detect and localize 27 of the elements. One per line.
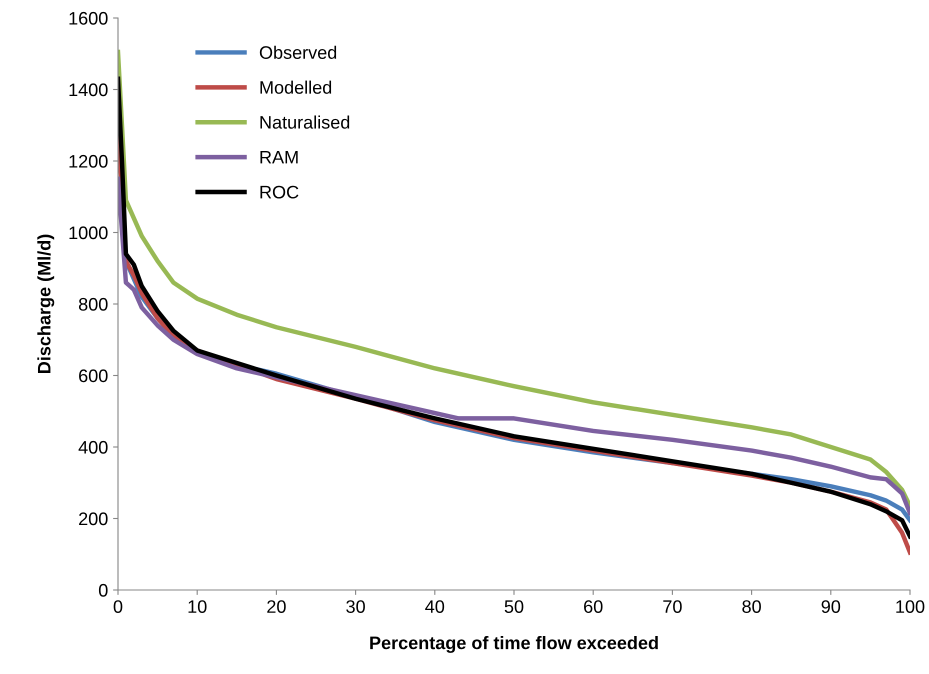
x-tick-label: 40: [425, 600, 444, 613]
y-tick-label: 1400: [69, 83, 108, 96]
y-tick-label: 0: [98, 584, 108, 597]
x-tick-label: 30: [346, 600, 365, 613]
x-tick-label: 100: [896, 600, 924, 613]
x-axis-title: Percentage of time flow exceeded: [370, 636, 658, 653]
y-tick-label: 400: [78, 440, 108, 454]
legend-label: Observed: [260, 46, 336, 59]
y-tick-label: 1600: [69, 12, 108, 25]
x-tick-label: 20: [267, 600, 286, 613]
legend-label: Naturalised: [260, 115, 350, 129]
legend-label: Modelled: [260, 80, 332, 94]
x-tick-label: 80: [742, 600, 761, 613]
x-tick-label: 60: [584, 600, 603, 613]
legend-label: RAM: [260, 151, 298, 164]
y-tick-label: 600: [79, 369, 108, 382]
x-tick-label: 90: [822, 600, 840, 613]
y-tick-label: 1200: [69, 154, 108, 168]
x-tick-label: 0: [114, 600, 122, 613]
y-tick-label: 800: [78, 298, 108, 311]
y-tick-label: 200: [79, 512, 108, 526]
x-tick-label: 70: [663, 600, 682, 613]
y-tick-label: 1000: [69, 226, 108, 240]
legend-label: ROC: [260, 186, 298, 198]
x-tick-label: 50: [504, 600, 524, 613]
x-tick-label: 10: [188, 600, 207, 613]
y-axis-title: Discharge (Ml/d): [37, 234, 54, 374]
